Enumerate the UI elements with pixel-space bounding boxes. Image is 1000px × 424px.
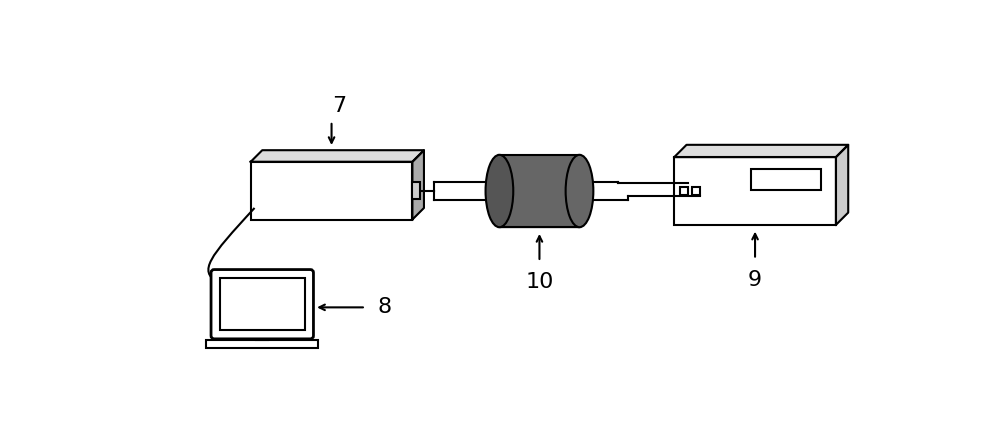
Polygon shape (674, 145, 848, 157)
Bar (256, 336, 268, 340)
Bar (680, 187, 688, 195)
Bar (692, 187, 700, 195)
Bar (751, 169, 821, 190)
Text: 10: 10 (525, 272, 554, 292)
Text: 9: 9 (748, 270, 762, 290)
Bar (251, 162, 412, 220)
Text: 8: 8 (377, 297, 391, 318)
Bar (220, 278, 305, 330)
Polygon shape (836, 145, 848, 225)
Bar (674, 157, 836, 225)
Bar (206, 340, 318, 348)
Ellipse shape (486, 155, 513, 227)
FancyBboxPatch shape (211, 270, 313, 339)
Polygon shape (251, 150, 424, 162)
Polygon shape (412, 150, 424, 220)
Bar (412, 182, 420, 199)
Ellipse shape (566, 155, 593, 227)
Text: 7: 7 (332, 95, 346, 116)
Polygon shape (499, 155, 579, 227)
